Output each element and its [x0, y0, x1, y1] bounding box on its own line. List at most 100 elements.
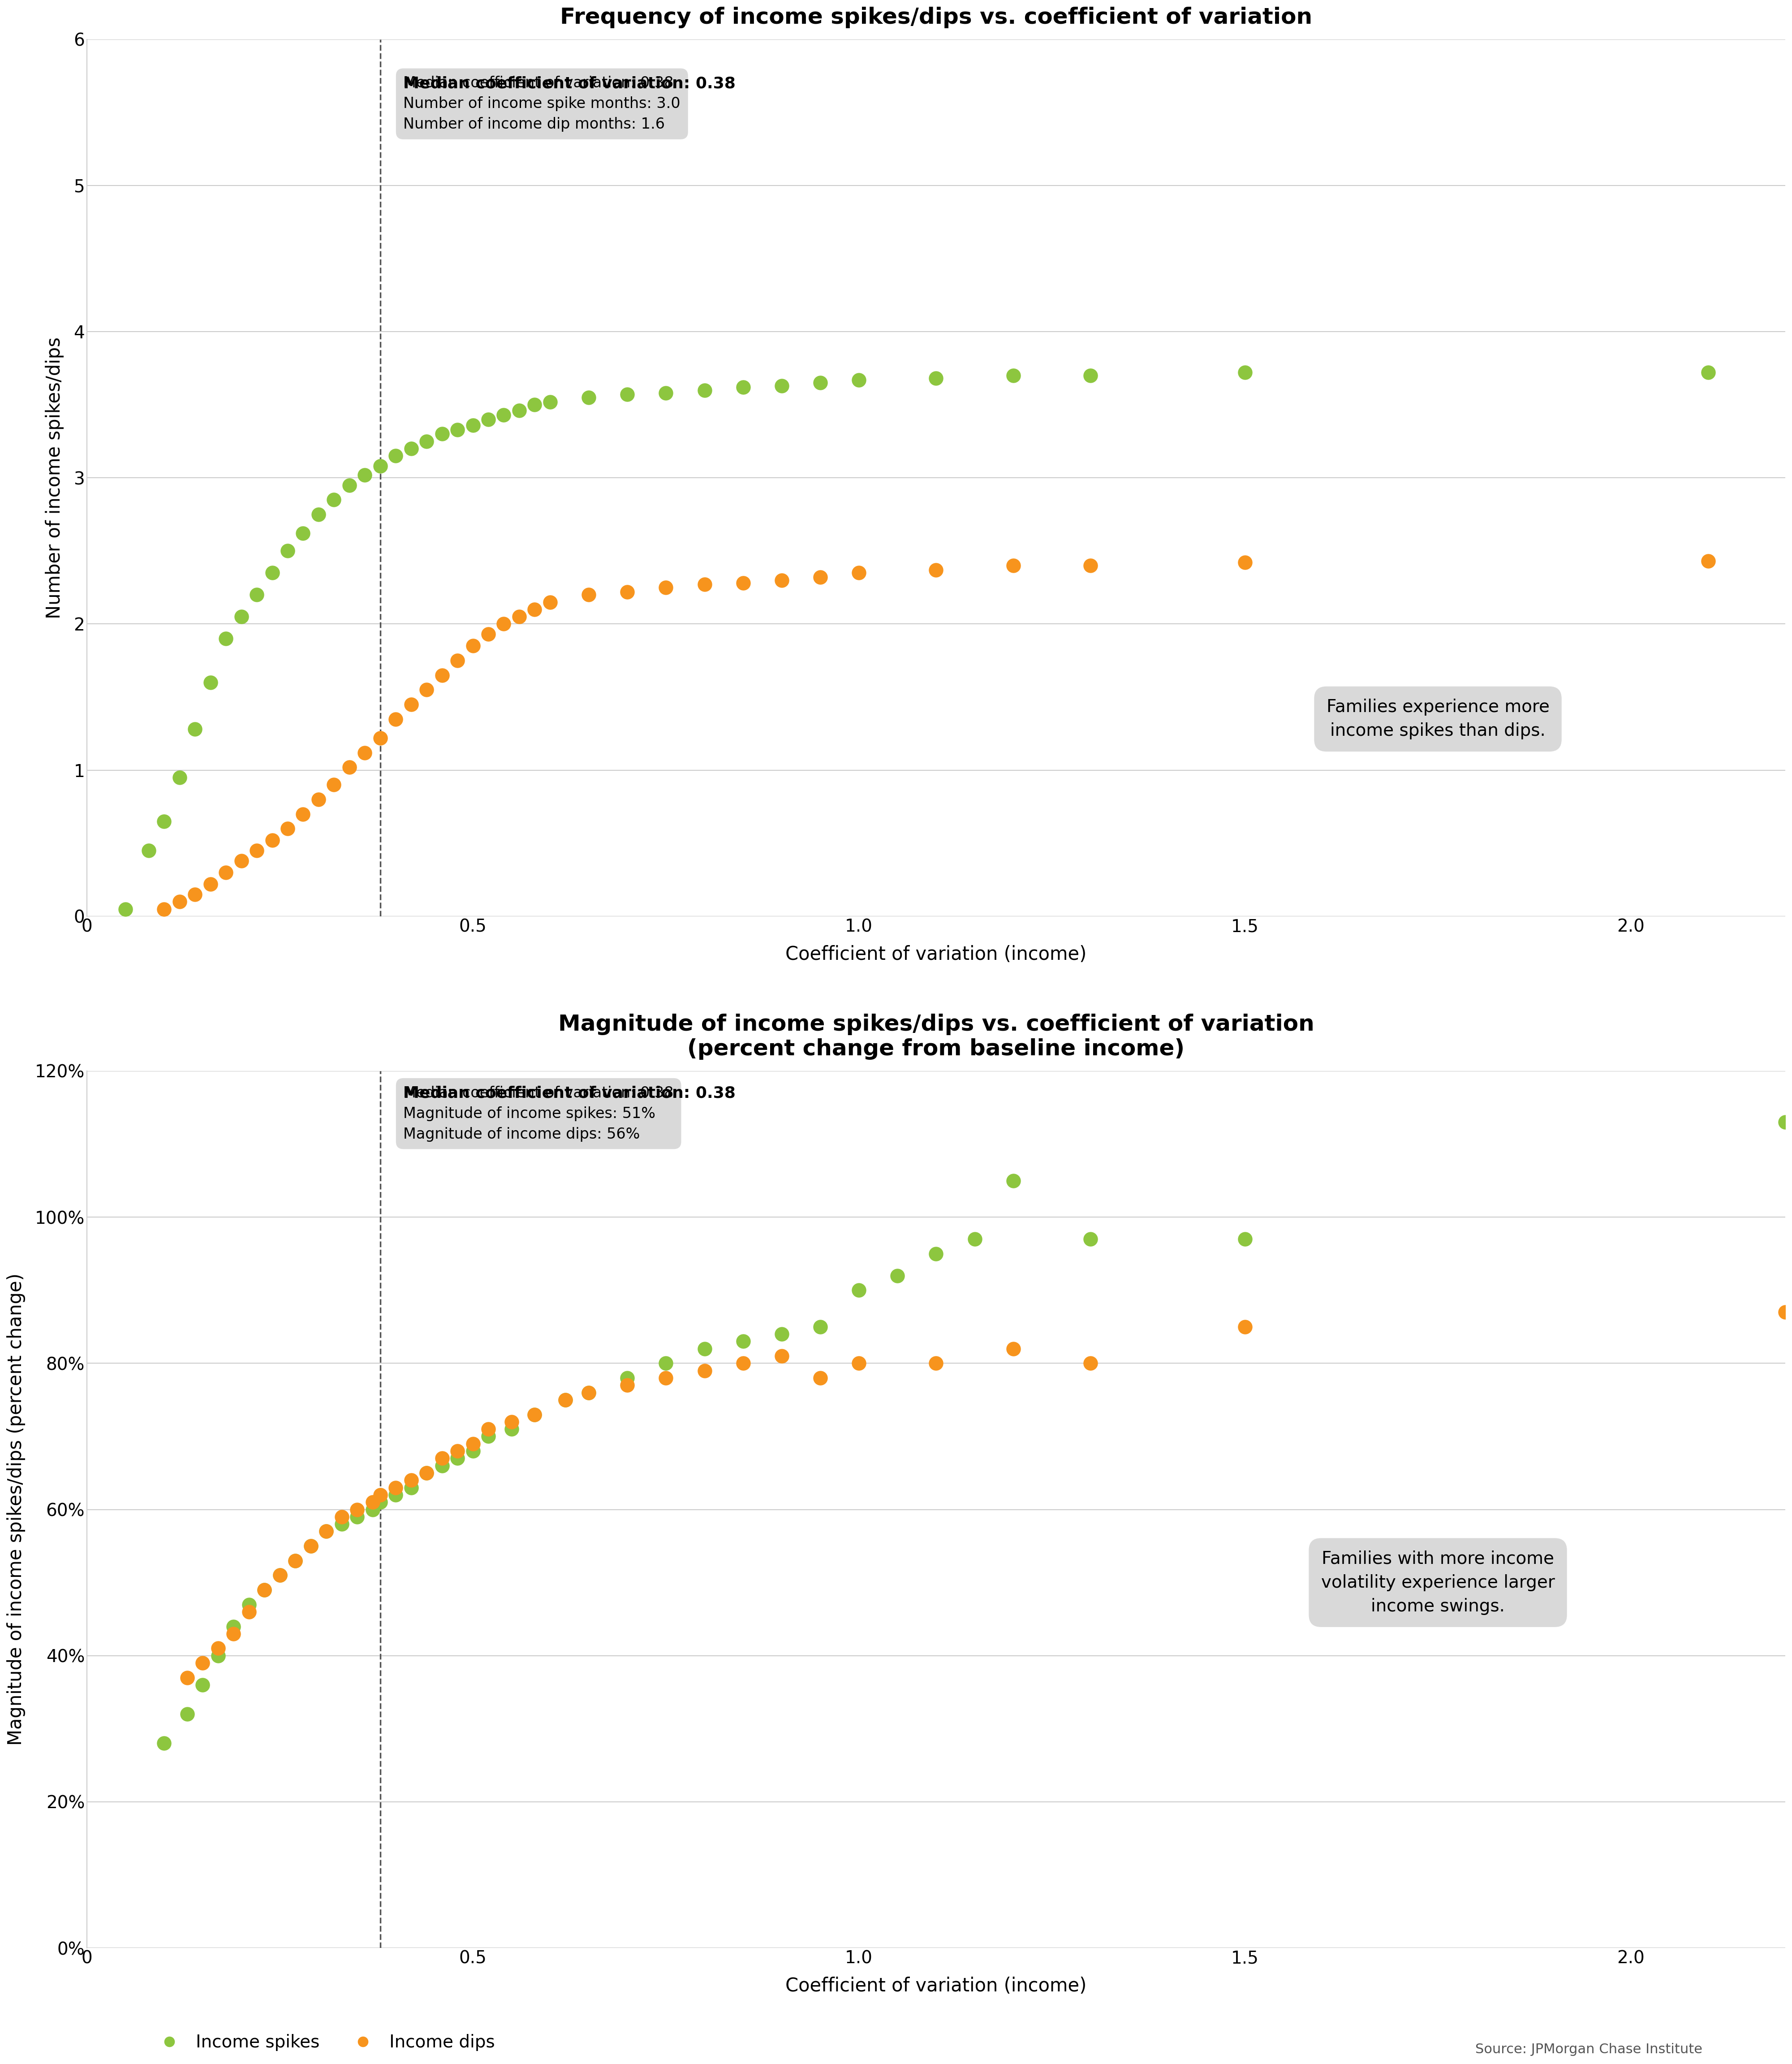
Point: [575, 1377, 604, 1410]
Text: Families with more income
volatility experience larger
income swings.: Families with more income volatility exp…: [1321, 1550, 1555, 1614]
Point: [228, 844, 256, 877]
Point: [289, 516, 317, 549]
Point: [382, 1478, 410, 1511]
Point: [520, 592, 548, 625]
Point: [235, 1595, 263, 1628]
Point: [181, 877, 210, 910]
Point: [613, 1368, 642, 1401]
Point: [921, 553, 950, 586]
Point: [235, 1587, 263, 1620]
Point: [358, 1492, 387, 1525]
Text: Median coefficient of variation: 0.38: Median coefficient of variation: 0.38: [403, 1086, 737, 1100]
Point: [496, 1412, 525, 1445]
Point: [1077, 1222, 1106, 1255]
Point: [459, 409, 487, 442]
Point: [998, 1164, 1027, 1197]
Title: Frequency of income spikes/dips vs. coefficient of variation: Frequency of income spikes/dips vs. coef…: [559, 6, 1312, 29]
Point: [652, 1348, 681, 1381]
Point: [258, 557, 287, 590]
Point: [520, 1397, 548, 1430]
Point: [729, 1325, 758, 1358]
Point: [536, 386, 564, 419]
Point: [328, 1501, 357, 1534]
Point: [366, 1478, 394, 1511]
X-axis label: Coefficient of variation (income): Coefficient of variation (income): [785, 1977, 1086, 1996]
Point: [690, 374, 719, 407]
Point: [412, 673, 441, 706]
Point: [883, 1259, 912, 1292]
Point: [552, 1383, 581, 1416]
Point: [328, 1507, 357, 1540]
Point: [412, 1457, 441, 1490]
Point: [358, 1486, 387, 1519]
Point: [1077, 549, 1106, 582]
Point: [443, 413, 471, 446]
Point: [443, 1443, 471, 1476]
Text: Families experience more
income spikes than dips.: Families experience more income spikes t…: [1326, 698, 1550, 739]
Point: [489, 398, 518, 431]
Point: [475, 402, 504, 436]
Point: [1231, 547, 1260, 580]
Point: [1231, 1311, 1260, 1344]
Point: [412, 425, 441, 458]
Point: [272, 811, 301, 844]
Point: [767, 1317, 796, 1350]
Point: [1077, 1348, 1106, 1381]
Point: [844, 1348, 873, 1381]
Point: [296, 1529, 324, 1562]
Point: [382, 1472, 410, 1505]
Point: [296, 1529, 324, 1562]
Point: [172, 1697, 201, 1730]
Point: [505, 394, 534, 427]
Point: [459, 1434, 487, 1468]
Point: [335, 469, 364, 502]
Point: [342, 1492, 371, 1525]
Title: Magnitude of income spikes/dips vs. coefficient of variation
(percent change fro: Magnitude of income spikes/dips vs. coef…: [557, 1013, 1314, 1061]
Point: [204, 1633, 233, 1666]
Point: [767, 369, 796, 402]
Point: [251, 1573, 280, 1606]
Point: [242, 578, 271, 611]
Point: [729, 1348, 758, 1381]
Point: [496, 1406, 525, 1439]
Point: [428, 658, 457, 691]
Point: [652, 376, 681, 409]
Point: [844, 1273, 873, 1307]
Point: [181, 712, 210, 745]
Point: [111, 892, 140, 925]
Point: [319, 483, 348, 516]
Text: Median coefficient of variation: 0.38
Number of income spike months: 3.0
Number : Median coefficient of variation: 0.38 Nu…: [403, 76, 681, 132]
Point: [552, 1383, 581, 1416]
Point: [351, 458, 380, 491]
Point: [265, 1558, 294, 1591]
Point: [690, 1331, 719, 1364]
Point: [412, 1457, 441, 1490]
Point: [211, 857, 240, 890]
Point: [312, 1515, 340, 1548]
Point: [342, 1501, 371, 1534]
Text: Median coefficient of variation: 0.38
Magnitude of income spikes: 51%
Magnitude : Median coefficient of variation: 0.38 Ma…: [403, 1086, 674, 1141]
Point: [1693, 357, 1722, 390]
Point: [204, 1639, 233, 1672]
Point: [172, 1662, 201, 1695]
Point: [134, 834, 163, 867]
Point: [475, 1420, 504, 1453]
Point: [652, 572, 681, 605]
Point: [281, 1544, 310, 1577]
Point: [195, 667, 224, 700]
Point: [335, 751, 364, 784]
Point: [219, 1610, 247, 1643]
Point: [1693, 545, 1722, 578]
Point: [613, 1362, 642, 1395]
Point: [575, 1377, 604, 1410]
Text: Source: JPMorgan Chase Institute: Source: JPMorgan Chase Institute: [1475, 2043, 1702, 2056]
Point: [151, 805, 179, 838]
Point: [443, 644, 471, 677]
Point: [536, 586, 564, 619]
Point: [575, 578, 604, 611]
Point: [151, 1728, 179, 1761]
Point: [258, 824, 287, 857]
Point: [998, 549, 1027, 582]
Point: [1077, 359, 1106, 392]
Point: [396, 1472, 425, 1505]
